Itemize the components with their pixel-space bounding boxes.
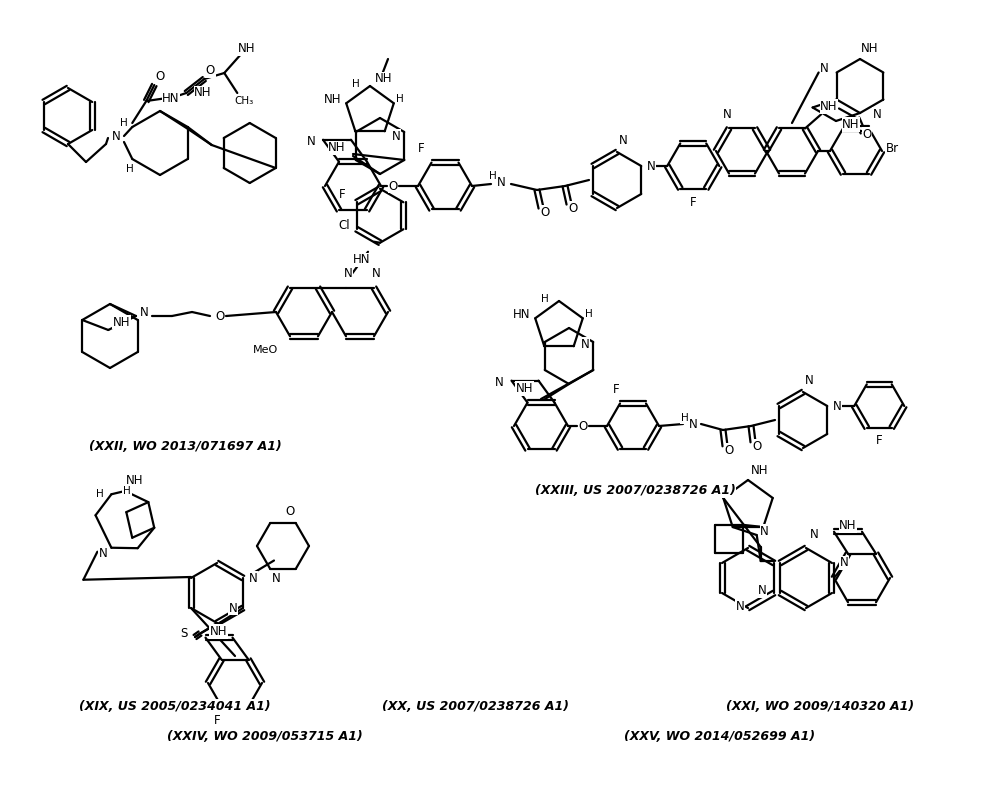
Text: NH: NH	[751, 463, 769, 477]
Text: O: O	[388, 180, 398, 193]
Text: F: F	[418, 142, 425, 155]
Text: N: N	[736, 599, 744, 612]
Text: N: N	[249, 572, 257, 584]
Text: N: N	[581, 338, 590, 350]
Text: HN: HN	[512, 308, 530, 321]
Text: (XXII, WO 2013/071697 A1): (XXII, WO 2013/071697 A1)	[89, 439, 281, 452]
Text: Cl: Cl	[339, 219, 350, 232]
Text: H: H	[681, 413, 689, 423]
Text: F: F	[876, 435, 883, 447]
Text: N: N	[873, 108, 881, 121]
Text: H: H	[96, 490, 103, 499]
Text: NH: NH	[861, 42, 879, 56]
Text: N: N	[760, 525, 769, 537]
Text: O: O	[862, 128, 872, 141]
Text: H: H	[120, 118, 128, 128]
Text: N: N	[372, 267, 380, 280]
Text: (XX, US 2007/0238726 A1): (XX, US 2007/0238726 A1)	[382, 700, 568, 712]
Text: N: N	[689, 417, 697, 431]
Text: NH: NH	[113, 315, 130, 329]
Text: N: N	[497, 175, 505, 189]
Text: O: O	[206, 64, 215, 77]
Text: N: N	[820, 62, 829, 75]
Text: H: H	[352, 79, 360, 89]
Text: N: N	[495, 377, 504, 389]
Text: N: N	[307, 135, 315, 148]
Text: N: N	[810, 528, 818, 540]
Text: NH: NH	[375, 72, 393, 85]
Text: Br: Br	[885, 142, 899, 155]
Text: HN: HN	[353, 253, 371, 266]
Text: N: N	[392, 130, 401, 142]
Text: N: N	[140, 306, 148, 318]
Text: S: S	[180, 627, 188, 640]
Text: N: N	[619, 134, 627, 146]
Text: O: O	[752, 439, 762, 452]
Text: F: F	[613, 383, 619, 396]
Text: N: N	[840, 556, 848, 569]
Text: N: N	[99, 547, 108, 560]
Text: H: H	[541, 294, 549, 304]
Text: N: N	[272, 572, 280, 585]
Text: MeO: MeO	[253, 345, 279, 355]
Text: HN: HN	[162, 92, 180, 106]
Text: NH: NH	[210, 625, 227, 638]
Text: NH: NH	[516, 382, 533, 395]
Text: NH: NH	[323, 93, 341, 106]
Text: O: O	[156, 71, 165, 84]
Text: O: O	[540, 205, 550, 218]
Text: H: H	[489, 171, 497, 181]
Text: NH: NH	[328, 141, 346, 154]
Text: CH₃: CH₃	[235, 96, 254, 106]
Text: N: N	[805, 373, 813, 387]
Text: NH: NH	[126, 474, 144, 487]
Text: O: O	[568, 201, 578, 214]
Text: F: F	[214, 714, 221, 727]
Text: H: H	[126, 164, 134, 174]
Text: O: O	[285, 505, 295, 518]
Text: NH: NH	[238, 42, 255, 56]
Text: (XXV, WO 2014/052699 A1): (XXV, WO 2014/052699 A1)	[624, 729, 816, 743]
Text: O: O	[215, 310, 225, 322]
Text: (XIX, US 2005/0234041 A1): (XIX, US 2005/0234041 A1)	[79, 700, 271, 712]
Text: H: H	[396, 94, 404, 104]
Text: N: N	[647, 159, 656, 173]
Text: NH: NH	[194, 87, 212, 100]
Text: N: N	[229, 602, 237, 615]
Text: NH: NH	[839, 519, 857, 533]
Text: (XXIII, US 2007/0238726 A1): (XXIII, US 2007/0238726 A1)	[535, 485, 735, 498]
Text: N: N	[344, 267, 352, 280]
Text: (XXI, WO 2009/140320 A1): (XXI, WO 2009/140320 A1)	[726, 700, 914, 712]
Text: N: N	[112, 130, 120, 142]
Text: O: O	[724, 443, 734, 456]
Text: H: H	[585, 310, 593, 319]
Text: N: N	[723, 108, 731, 121]
Text: H: H	[123, 486, 131, 496]
Text: N: N	[758, 584, 766, 598]
Text: (XXIV, WO 2009/053715 A1): (XXIV, WO 2009/053715 A1)	[167, 729, 363, 743]
Text: NH: NH	[820, 100, 838, 113]
Text: F: F	[690, 196, 697, 209]
Text: O: O	[578, 419, 588, 432]
Text: F: F	[339, 188, 346, 201]
Text: N: N	[833, 400, 842, 412]
Text: NH: NH	[842, 118, 860, 131]
